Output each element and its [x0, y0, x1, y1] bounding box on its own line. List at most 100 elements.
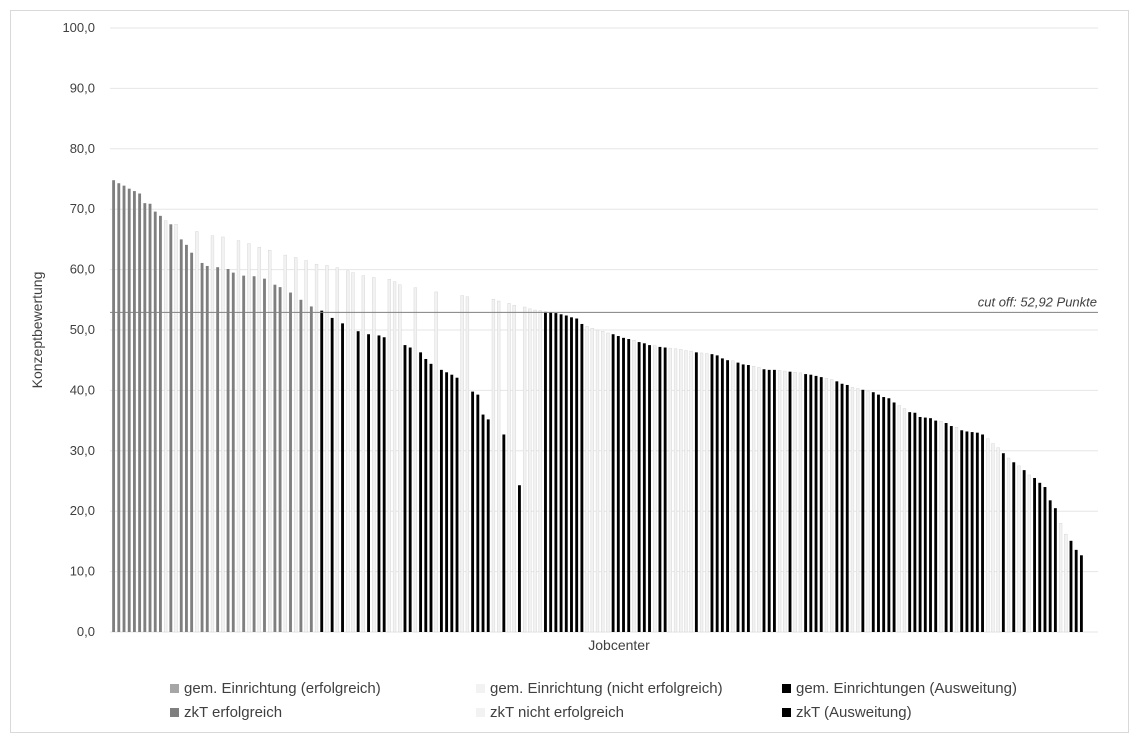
- bar: [289, 292, 292, 632]
- legend-item-gem-ausweitung: gem. Einrichtungen (Ausweitung): [782, 680, 1017, 697]
- y-tick-label: 80,0: [70, 141, 95, 156]
- bar: [231, 272, 235, 632]
- y-axis-title: Konzeptbewertung: [29, 272, 45, 389]
- bar: [356, 331, 360, 632]
- bar: [445, 372, 449, 632]
- bar: [897, 405, 901, 633]
- bar: [283, 254, 287, 633]
- bar: [882, 397, 886, 632]
- bar: [112, 180, 116, 632]
- bar: [273, 284, 277, 632]
- bar: [642, 343, 646, 632]
- bar: [351, 272, 355, 633]
- bar: [554, 313, 558, 632]
- bar: [731, 360, 735, 633]
- legend-item-zkt-ausweitung: zkT (Ausweitung): [782, 704, 912, 721]
- bar: [767, 369, 771, 632]
- bar: [908, 412, 912, 632]
- bar: [736, 362, 740, 632]
- bar: [294, 257, 298, 633]
- bar: [205, 265, 209, 632]
- bar: [746, 365, 750, 632]
- bar: [429, 363, 433, 632]
- y-tick-label: 60,0: [70, 262, 95, 277]
- bar: [783, 370, 787, 633]
- bar: [611, 334, 615, 632]
- chart-frame: [10, 10, 1129, 733]
- bar: [715, 355, 719, 632]
- legend-row: gem. Einrichtung (erfolgreich) gem. Einr…: [170, 676, 1070, 700]
- bar: [268, 250, 272, 633]
- bar: [314, 263, 319, 633]
- y-tick-label: 40,0: [70, 382, 95, 397]
- bar: [439, 369, 443, 632]
- bar: [1001, 453, 1005, 632]
- bar: [601, 331, 605, 633]
- bar: [367, 334, 370, 632]
- cutoff-label: cut off: 52,92 Punkte: [978, 294, 1097, 309]
- y-tick-labels: 0,0 10,0 20,0 30,0 40,0 50,0 60,0 70,0 80,0 90,0 1…: [62, 20, 95, 639]
- bar: [1069, 540, 1073, 632]
- bar: [330, 317, 334, 632]
- bar: [320, 310, 324, 632]
- bar: [668, 347, 672, 633]
- bar: [1006, 457, 1011, 633]
- bar: [1058, 523, 1063, 633]
- bar: [934, 420, 938, 632]
- bar: [996, 447, 1000, 633]
- bar: [679, 349, 683, 633]
- bar: [153, 211, 157, 632]
- bar: [1048, 500, 1052, 632]
- bar: [335, 267, 339, 633]
- legend-swatch: [170, 707, 179, 717]
- y-tick-label: 20,0: [70, 503, 95, 518]
- bar: [179, 239, 183, 632]
- bar: [502, 434, 506, 632]
- bar: [200, 262, 204, 632]
- bar: [991, 443, 995, 633]
- bar: [159, 215, 162, 632]
- bar: [981, 434, 984, 632]
- bar: [939, 421, 943, 633]
- bar: [772, 369, 776, 632]
- bar: [663, 347, 667, 632]
- bar: [887, 398, 891, 632]
- bar: [195, 231, 199, 633]
- bar: [699, 352, 704, 633]
- bar: [877, 394, 880, 632]
- bar: [216, 267, 220, 632]
- legend-swatch: [476, 683, 485, 693]
- bar: [923, 417, 927, 632]
- bar: [954, 427, 959, 633]
- bar: [163, 220, 168, 633]
- bar: [835, 381, 839, 632]
- bar: [840, 383, 844, 632]
- bar: [648, 345, 651, 632]
- bar: [606, 332, 610, 633]
- bar: [944, 423, 948, 632]
- bar: [309, 306, 313, 632]
- bar: [902, 408, 907, 633]
- bar: [673, 348, 678, 633]
- bar: [247, 243, 251, 633]
- bar: [1053, 508, 1057, 632]
- bar: [486, 419, 490, 632]
- bar: [637, 342, 641, 632]
- bar: [372, 277, 376, 633]
- bar: [627, 339, 631, 632]
- bar: [387, 279, 392, 633]
- y-tick-label: 50,0: [70, 322, 95, 337]
- bar: [622, 337, 625, 632]
- bar: [174, 224, 178, 633]
- bar: [929, 418, 932, 632]
- bar: [788, 371, 792, 632]
- bar: [434, 291, 438, 633]
- bar: [1038, 482, 1042, 632]
- bar: [481, 414, 485, 632]
- bar: [138, 193, 142, 632]
- bar: [257, 247, 261, 633]
- bar: [346, 270, 350, 633]
- legend-label: zkT erfolgreich: [184, 703, 283, 721]
- bar: [1033, 477, 1036, 632]
